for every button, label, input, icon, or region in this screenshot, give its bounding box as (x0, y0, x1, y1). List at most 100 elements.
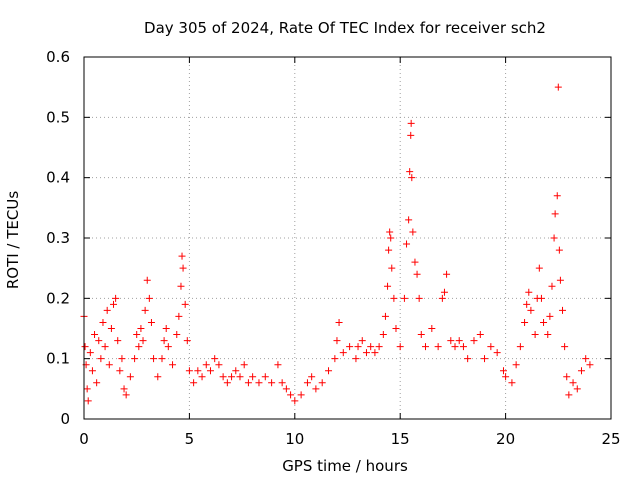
data-point (268, 379, 276, 387)
data-point (586, 361, 594, 369)
x-tick-label: 10 (285, 430, 304, 448)
data-point (190, 379, 198, 387)
data-point (91, 331, 99, 339)
data-point (318, 379, 326, 387)
data-point (554, 83, 562, 91)
data-point (110, 300, 118, 308)
data-point (521, 318, 529, 326)
data-point (409, 228, 417, 236)
y-tick-label: 0 (60, 410, 70, 428)
y-axis-label: ROTI / TECUs (4, 191, 22, 289)
data-point (551, 210, 559, 218)
data-point (390, 294, 398, 302)
data-point (346, 343, 354, 351)
data-point (516, 343, 524, 351)
data-point (206, 367, 214, 375)
data-point (202, 361, 210, 369)
data-point (386, 228, 394, 236)
y-tick-label: 0.2 (46, 289, 70, 307)
data-point (118, 355, 126, 363)
data-point (126, 373, 134, 381)
data-point (502, 373, 510, 381)
data-point (150, 355, 158, 363)
data-point (141, 306, 149, 314)
y-tick-label: 0.5 (46, 108, 70, 126)
chart-title: Day 305 of 2024, Rate Of TEC Index for r… (144, 19, 546, 37)
data-point (181, 300, 189, 308)
x-axis-label: GPS time / hours (282, 457, 408, 475)
data-point (164, 343, 172, 351)
data-point (278, 379, 286, 387)
data-point (550, 234, 558, 242)
data-point (407, 119, 415, 127)
y-tick-label: 0.1 (46, 350, 70, 368)
data-point (120, 385, 128, 393)
data-point (131, 355, 139, 363)
data-point (114, 337, 122, 345)
data-point (228, 373, 236, 381)
data-point (103, 306, 111, 314)
data-point (101, 343, 109, 351)
data-point (400, 294, 408, 302)
data-point (563, 373, 571, 381)
data-point (139, 337, 147, 345)
data-point (112, 294, 120, 302)
data-point (565, 391, 573, 399)
data-point (375, 343, 383, 351)
data-point (499, 367, 507, 375)
data-point (333, 337, 341, 345)
data-point (544, 331, 552, 339)
data-point (381, 312, 389, 320)
data-point (525, 288, 533, 296)
data-point (408, 174, 416, 182)
data-point (459, 343, 467, 351)
data-point (158, 355, 166, 363)
data-point (438, 294, 446, 302)
data-point (527, 306, 535, 314)
data-point (354, 343, 362, 351)
data-point (561, 343, 569, 351)
data-point (240, 361, 248, 369)
data-point (417, 331, 425, 339)
x-tick-label: 15 (391, 430, 410, 448)
data-point (443, 270, 451, 278)
data-point (160, 337, 168, 345)
x-tick-label: 5 (185, 430, 195, 448)
data-point (249, 373, 257, 381)
data-point (143, 276, 151, 284)
data-point (137, 325, 145, 332)
data-point (512, 361, 520, 369)
data-point (95, 337, 103, 345)
data-point (582, 355, 590, 363)
data-point (175, 312, 183, 320)
data-point (440, 288, 448, 296)
data-point (548, 282, 556, 290)
data-point (434, 343, 442, 351)
data-point (297, 391, 305, 399)
x-tick-label: 0 (79, 430, 89, 448)
data-point (83, 385, 91, 393)
data-point (335, 318, 343, 326)
grid-lines (84, 57, 611, 419)
data-point (282, 385, 290, 393)
data-point (173, 331, 181, 339)
data-point (493, 349, 501, 357)
data-point (555, 246, 563, 254)
data-point (308, 373, 316, 381)
data-point (523, 300, 531, 308)
axis-ticks: 0 5 10 15 20 25 0 0.1 0.2 0.3 0.4 0.5 0.6 (46, 48, 620, 448)
data-point (81, 343, 89, 351)
data-point (198, 373, 206, 381)
data-point (352, 355, 360, 363)
data-point (387, 234, 395, 242)
data-point (215, 361, 223, 369)
data-point (470, 337, 478, 345)
data-point (508, 379, 516, 387)
data-point (405, 216, 413, 224)
data-point (573, 385, 581, 393)
data-point (122, 391, 130, 399)
data-point (447, 337, 455, 345)
data-point (178, 252, 186, 260)
data-point (371, 349, 379, 357)
